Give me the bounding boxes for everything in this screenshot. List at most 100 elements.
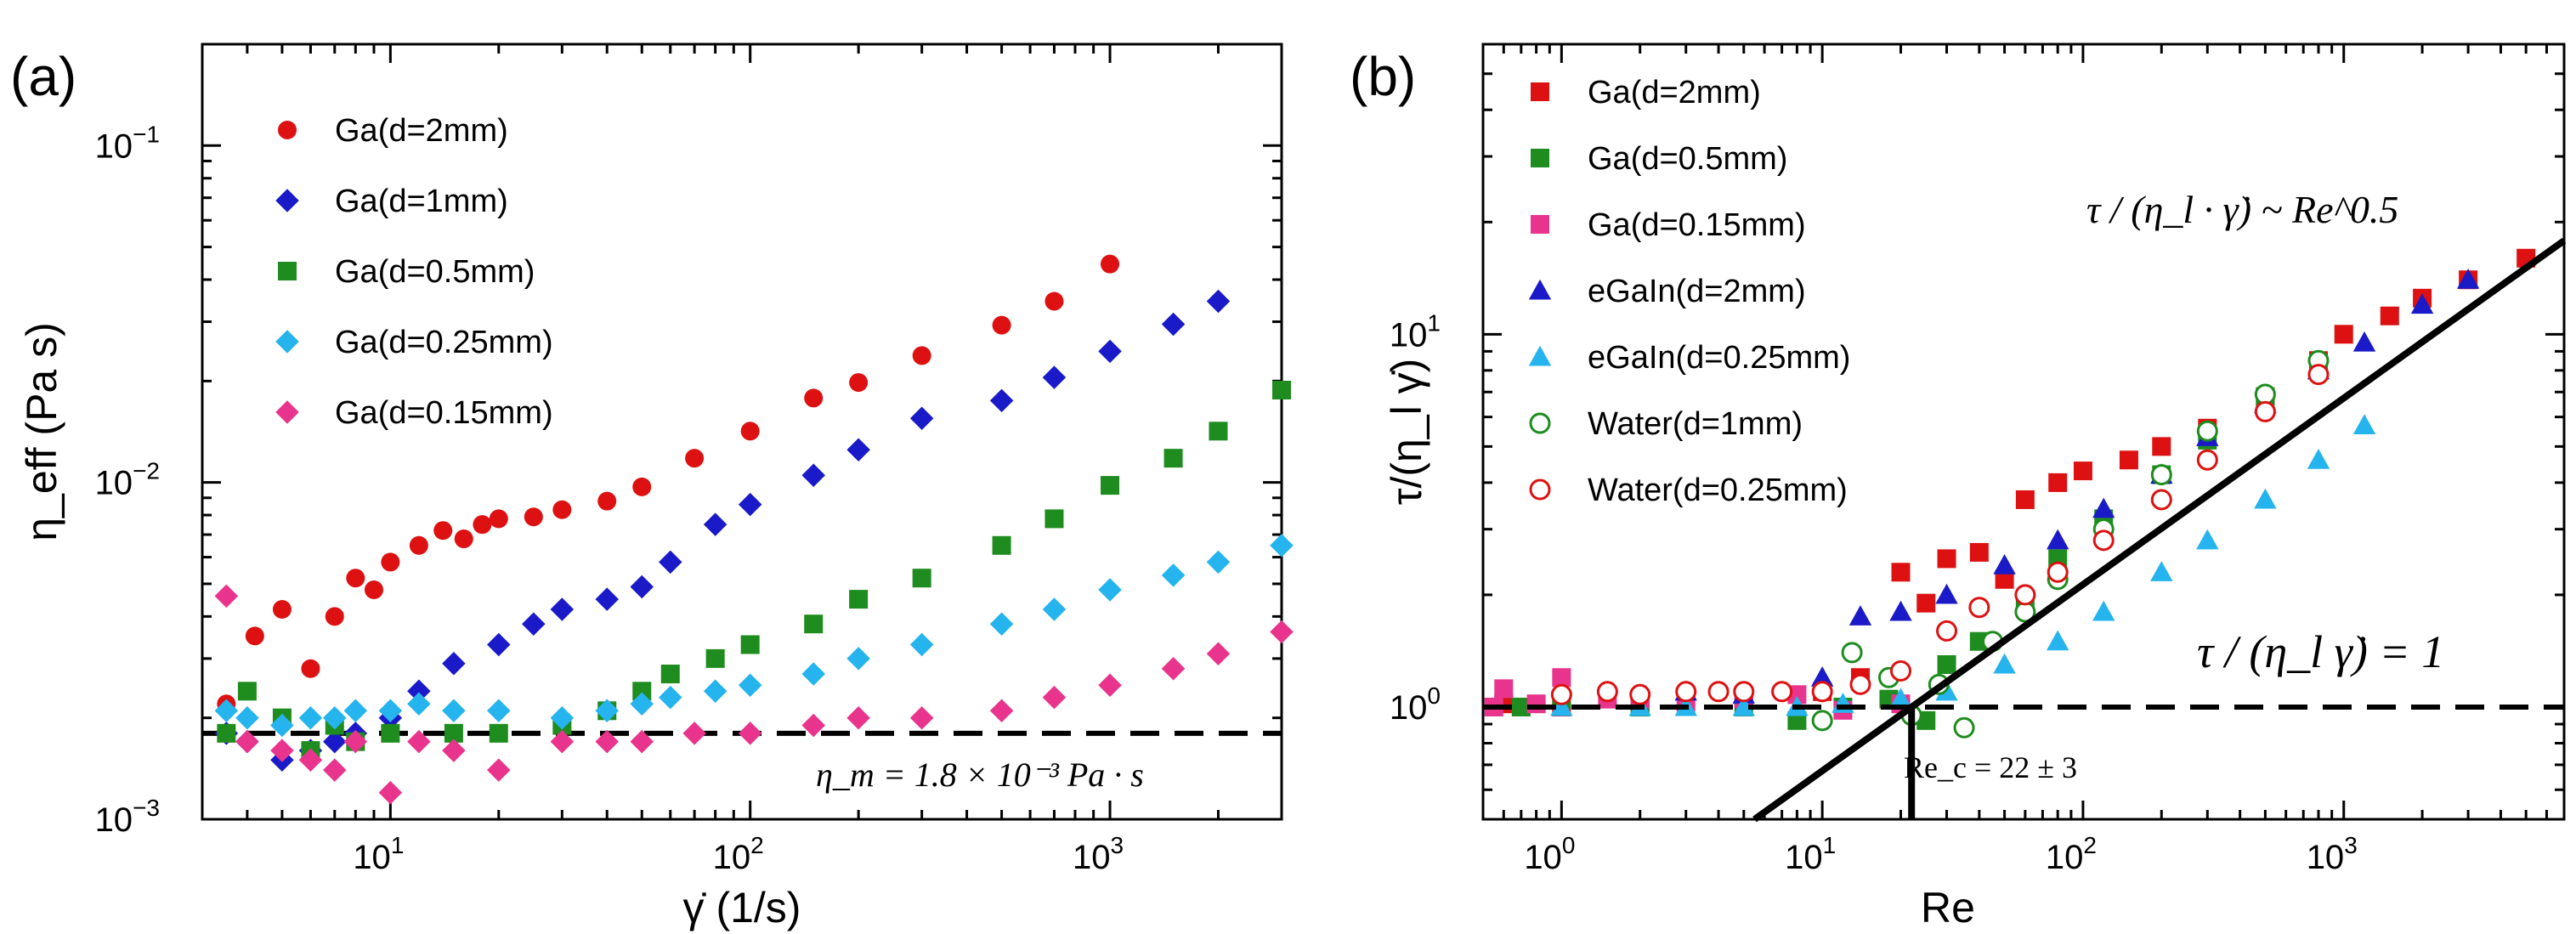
panel-a-data-point — [270, 739, 294, 762]
panel-b-data-point — [2307, 364, 2330, 386]
panel-b-data-point — [2254, 383, 2276, 405]
panel-b: (b) 100 101 102 103 100 101 Ga(d=2mm) Ga(d=0.5… — [1350, 42, 2567, 931]
panel-b-data-point — [2307, 449, 2330, 469]
panel-a-data-point — [364, 580, 383, 599]
panel-b-legend-marker — [1528, 345, 1552, 366]
panel-b-data-point — [2352, 331, 2376, 352]
panel-a-data-point — [849, 590, 869, 609]
panel-a-data-point — [1161, 312, 1186, 337]
panel-b-data-point — [1733, 681, 1755, 703]
panel-b-critical-annotation: Re_c = 22 ± 3 — [1904, 750, 2077, 784]
panel-a-data-point — [595, 587, 619, 611]
panel-a-data-point — [912, 346, 931, 365]
panel-a-data-point — [381, 723, 400, 743]
panel-a-data-point — [442, 651, 466, 676]
panel-b-data-point — [2014, 584, 2036, 606]
panel-a-data-point — [846, 438, 870, 461]
panel-b-x-tick-label: 101 — [1785, 832, 1836, 876]
panel-a-data-point — [597, 491, 617, 511]
panel-a-legend-marker — [278, 121, 297, 139]
panel-a-data-point — [912, 569, 931, 588]
panel-b-data-point — [1849, 673, 1871, 695]
panel-a-data-point — [740, 635, 760, 654]
panel-b-y-tick-label: 100 — [1390, 682, 1441, 727]
panel-a-marks — [214, 254, 1294, 805]
panel-a-data-point — [630, 692, 654, 716]
panel-a-legend-marker — [275, 189, 299, 212]
panel-a-data-point — [1206, 289, 1231, 314]
panel-a-data-point — [433, 521, 453, 541]
panel-a-data-point — [992, 535, 1011, 555]
panel-b-legend-marker — [1531, 215, 1549, 234]
panel-a-data-point — [235, 729, 259, 754]
panel-a-data-point — [272, 599, 292, 619]
panel-a-legend-marker — [275, 330, 299, 354]
panel-b-legend-label: eGaIn(d=2mm) — [1588, 274, 1806, 309]
panel-a-data-point — [632, 682, 652, 701]
panel-b-data-point — [2150, 561, 2173, 581]
panel-a-frame — [201, 42, 1283, 821]
panel-a-data-point — [550, 705, 575, 730]
panel-a-data-point — [1098, 673, 1122, 698]
panel-a-data-point — [343, 729, 368, 754]
panel-b-data-point — [1993, 553, 2016, 575]
panel-a-data-point — [849, 373, 869, 393]
panel-b-data-point — [2410, 293, 2434, 314]
panel-b-legend-label: Ga(d=2mm) — [1588, 75, 1761, 110]
panel-a-data-point — [237, 682, 257, 701]
panel-a-data-point — [738, 492, 762, 517]
panel-b-scaling-annotation: τ / (η_l · γ̇) ~ Re^0.5 — [2086, 188, 2398, 231]
panel-b-data-point — [2352, 414, 2376, 434]
panel-a-data-point — [1272, 380, 1291, 399]
panel-a-data-point — [1045, 292, 1064, 311]
panel-a-data-point — [1042, 597, 1067, 621]
panel-a-data-point — [989, 612, 1014, 636]
panel-a-data-point — [1045, 509, 1064, 529]
panel-a-data-point — [595, 729, 619, 754]
panel-b-y-tick-label: 101 — [1390, 309, 1441, 354]
panel-b-data-point — [2150, 464, 2172, 486]
panel-a-data-point — [632, 477, 652, 496]
panel-a-data-point — [489, 723, 508, 743]
panel-a-y-tick-label: 10−3 — [95, 795, 160, 839]
panel-a-data-point — [1101, 254, 1120, 274]
panel-a-data-point — [630, 729, 654, 754]
panel-b-legend-marker — [1529, 412, 1551, 434]
panel-a-data-point — [630, 575, 654, 599]
panel-a-data-point — [487, 699, 511, 723]
panel-a-data-point — [473, 515, 492, 535]
panel-b-data-point — [1707, 681, 1730, 703]
panel-b-data-point — [2047, 561, 2069, 583]
panel-a-data-point — [301, 659, 320, 678]
panel-b-x-tick-label: 100 — [1524, 832, 1575, 876]
panel-a-data-point — [659, 685, 682, 710]
panel-a-data-point — [381, 552, 400, 572]
panel-a-data-point — [235, 705, 259, 730]
panel-a-data-point — [1098, 578, 1122, 602]
panel-b-data-point — [1995, 569, 2014, 589]
panel-b-frame — [1481, 42, 2566, 821]
panel-a-data-point — [487, 632, 511, 657]
panel-b-data-point — [2048, 473, 2068, 492]
panel-a-data-point — [552, 500, 572, 519]
panel-b-data-point — [1810, 666, 1834, 687]
panel-b-legend-label: Ga(d=0.5mm) — [1588, 141, 1787, 177]
panel-b-data-point — [1916, 593, 1936, 613]
panel-a-data-point — [1163, 449, 1183, 468]
panel-b-data-point — [2073, 461, 2092, 481]
panel-a-data-point — [801, 662, 825, 686]
panel-b-data-point — [1889, 600, 1912, 621]
panel-b-data-point — [2092, 600, 2115, 621]
panel-a-data-point — [804, 388, 824, 408]
panel-b-data-point — [1891, 563, 1911, 582]
panel-a-legend: Ga(d=2mm) Ga(d=1mm) Ga(d=0.5mm) Ga(d=0.25mm… — [275, 113, 553, 431]
panel-b-data-point — [1936, 620, 1958, 642]
panel-b-data-point — [1937, 654, 1956, 674]
panel-a-x-tick-label: 101 — [353, 832, 404, 876]
panel-a-data-point — [1161, 657, 1186, 681]
panel-a-data-point — [1161, 563, 1186, 587]
panel-a-data-point — [682, 722, 706, 745]
panel-a-data-point — [804, 614, 824, 634]
panel-a-viscosity-annotation: η_m = 1.8 × 10⁻³ Pa · s — [816, 756, 1144, 794]
